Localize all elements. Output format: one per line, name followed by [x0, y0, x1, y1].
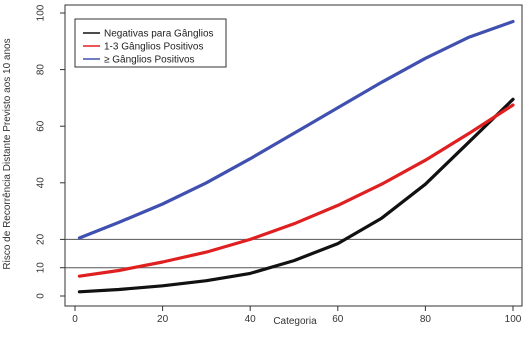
series-lines	[77, 19, 515, 294]
legend-label-ge: ≥ Gânglios Positivos	[104, 55, 195, 66]
legend-box	[74, 18, 227, 68]
plot-frame	[64, 4, 523, 307]
plot-border	[64, 4, 523, 307]
y-axis: 0 10 20 40 60 80 100	[36, 4, 65, 299]
y-tick-label-20: 20	[36, 233, 47, 245]
y-tick-label-60: 60	[36, 120, 47, 132]
x-tick-label-80: 80	[420, 314, 432, 325]
x-tick-label-40: 40	[245, 314, 257, 325]
x-axis-title: Categoria	[273, 316, 317, 327]
y-axis-title: Risco de Recorrência Distante Previsto a…	[2, 38, 13, 269]
x-tick-label-60: 60	[332, 314, 344, 325]
y-tick-label-100: 100	[36, 4, 47, 21]
series-line-0	[77, 97, 515, 294]
y-tick-label-0: 0	[36, 293, 47, 299]
legend-label-1-3: 1-3 Gânglios Positivos	[104, 42, 204, 53]
y-tick-label-80: 80	[36, 64, 47, 76]
x-axis: 0 20 40 60 80 100	[72, 306, 522, 325]
x-tick-label-20: 20	[157, 314, 169, 325]
y-tick-label-10: 10	[36, 262, 47, 274]
legend-label-negativas: Negativas para Gânglios	[104, 29, 214, 40]
series-line-1	[77, 103, 515, 278]
reference-lines	[65, 238, 522, 269]
x-tick-label-100: 100	[505, 314, 522, 325]
series-line-2	[77, 19, 515, 240]
x-tick-label-0: 0	[72, 314, 78, 325]
y-tick-label-40: 40	[36, 177, 47, 189]
legend: Negativas para Gânglios 1-3 Gânglios Pos…	[74, 18, 227, 68]
